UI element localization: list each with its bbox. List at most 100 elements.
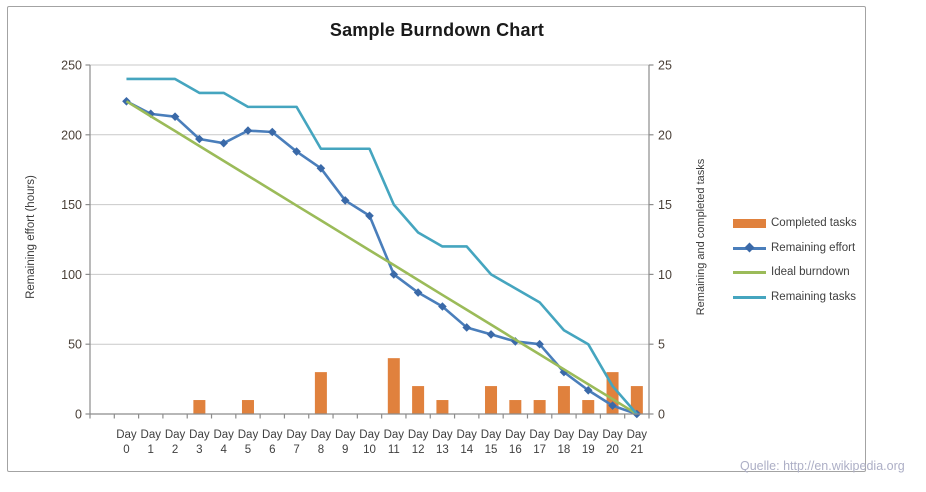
right-axis-tick-label: 0: [658, 408, 665, 422]
x-label-number: 4: [220, 444, 227, 456]
x-label-day: Day: [213, 429, 234, 441]
bar-completed-tasks: [533, 400, 546, 414]
x-label-number: 12: [412, 444, 425, 456]
x-label-day: Day: [262, 429, 283, 441]
legend-label: Completed tasks: [771, 217, 857, 230]
legend-item-ideal-burndown: Ideal burndown: [733, 260, 857, 285]
marker-remaining-effort: [243, 126, 253, 135]
x-label-number: 14: [460, 444, 473, 456]
x-label-day: Day: [602, 429, 623, 441]
bar-completed-tasks: [509, 400, 522, 414]
marker-remaining-effort: [535, 339, 544, 349]
bar-completed-tasks: [241, 400, 254, 414]
x-label-day: Day: [432, 429, 453, 441]
bar-completed-tasks: [193, 400, 206, 414]
legend-label: Ideal burndown: [771, 266, 850, 279]
x-label-day: Day: [408, 429, 429, 441]
marker-remaining-effort: [462, 323, 472, 332]
remaining-effort-swatch-icon: [733, 242, 767, 254]
x-label-day: Day: [165, 429, 186, 441]
marker-remaining-effort: [219, 138, 228, 148]
x-label-day: Day: [578, 429, 599, 441]
x-label-day: Day: [286, 429, 307, 441]
source-attribution: Quelle: http://en.wikipedia.org: [740, 459, 905, 473]
bar-completed-tasks: [582, 400, 595, 414]
legend-label: Remaining effort: [771, 241, 856, 254]
right-axis-tick-label: 20: [658, 128, 672, 142]
x-label-number: 3: [196, 444, 202, 456]
chart-frame: [7, 6, 866, 472]
legend-item-remaining-effort: Remaining effort: [733, 236, 857, 261]
marker-remaining-effort: [608, 401, 617, 410]
ideal-burndown-swatch-icon: [733, 266, 767, 278]
legend-label: Remaining tasks: [771, 290, 857, 303]
x-label-number: 21: [630, 444, 643, 456]
x-label-day: Day: [481, 429, 502, 441]
line-remaining-tasks: [126, 77, 638, 415]
x-label-number: 16: [509, 444, 522, 456]
marker-remaining-effort: [267, 127, 277, 137]
marker-remaining-effort: [583, 385, 593, 395]
x-label-number: 17: [533, 444, 546, 456]
legend: Completed tasks Remaining effort Ideal b…: [733, 211, 857, 309]
marker-remaining-effort: [170, 112, 180, 121]
left-axis-title: Remaining effort (hours): [25, 175, 37, 299]
x-label-day: Day: [335, 429, 356, 441]
x-label-day: Day: [529, 429, 550, 441]
marker-remaining-effort: [438, 302, 447, 311]
x-label-number: 1: [148, 444, 154, 456]
line-remaining-effort: [125, 100, 638, 416]
left-axis-tick-label: 200: [61, 128, 82, 142]
x-label-number: 13: [436, 444, 449, 456]
x-label-day: Day: [238, 429, 259, 441]
bar-completed-tasks: [436, 400, 449, 414]
completed-tasks-swatch-icon: [733, 217, 767, 229]
marker-remaining-effort: [389, 270, 399, 279]
x-label-number: 20: [606, 444, 619, 456]
bar-completed-tasks: [387, 358, 400, 414]
left-axis-tick-label: 0: [75, 408, 82, 422]
x-label-day: Day: [189, 429, 210, 441]
x-label-day: Day: [384, 429, 405, 441]
bar-completed-tasks: [485, 386, 498, 414]
marker-remaining-effort: [340, 196, 350, 205]
x-label-number: 5: [245, 444, 251, 456]
x-label-day: Day: [554, 429, 575, 441]
x-label-number: 19: [582, 444, 595, 456]
marker-remaining-effort: [292, 147, 301, 156]
left-axis-tick-label: 100: [61, 268, 82, 282]
bar-completed-tasks: [314, 372, 327, 414]
right-axis-title: Remaining and completed tasks: [695, 158, 707, 316]
marker-remaining-effort: [365, 211, 374, 221]
bar-completed-tasks: [412, 386, 425, 414]
x-label-number: 2: [172, 444, 178, 456]
x-label-number: 10: [363, 444, 376, 456]
x-label-number: 6: [269, 444, 275, 456]
left-axis-tick-label: 250: [61, 59, 82, 73]
marker-remaining-effort: [316, 164, 326, 173]
x-label-day: Day: [311, 429, 332, 441]
x-label-day: Day: [359, 429, 380, 441]
marker-remaining-effort: [413, 288, 423, 297]
x-label-day: Day: [456, 429, 477, 441]
x-label-day: Day: [116, 429, 137, 441]
bar-completed-tasks: [630, 386, 643, 414]
chart-title: Sample Burndown Chart: [329, 20, 545, 40]
x-label-number: 18: [558, 444, 571, 456]
legend-item-completed-tasks: Completed tasks: [733, 211, 857, 236]
x-label-number: 7: [293, 444, 299, 456]
x-label-number: 15: [485, 444, 498, 456]
bar-completed-tasks: [557, 386, 570, 414]
marker-remaining-effort: [511, 337, 520, 346]
right-axis-tick-label: 25: [658, 59, 672, 73]
marker-remaining-effort: [486, 330, 496, 339]
right-axis-tick-label: 15: [658, 198, 672, 212]
left-axis-tick-label: 150: [61, 198, 82, 212]
x-label-number: 8: [318, 444, 324, 456]
x-label-number: 0: [123, 444, 129, 456]
legend-item-remaining-tasks: Remaining tasks: [733, 285, 857, 310]
marker-remaining-effort: [195, 134, 204, 144]
x-label-day: Day: [627, 429, 648, 441]
right-axis-tick-label: 5: [658, 338, 665, 352]
